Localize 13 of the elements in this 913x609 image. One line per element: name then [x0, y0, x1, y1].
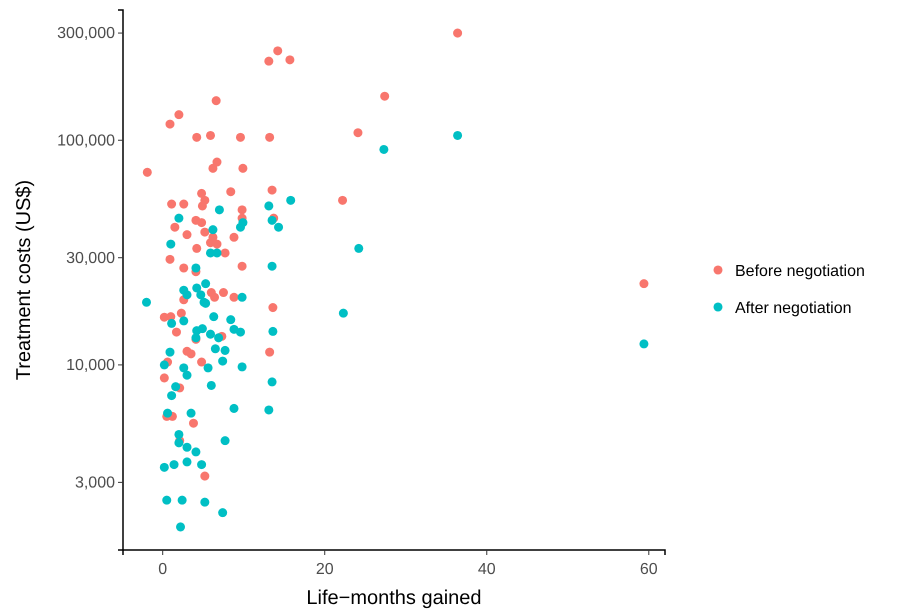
y-tick-label: 100,000 [57, 132, 116, 150]
x-tick-label: 0 [158, 561, 168, 578]
y-tick-label: 3,000 [74, 474, 116, 492]
y-tick-label: 300,000 [57, 25, 116, 42]
x-tick-label: 20 [316, 561, 334, 578]
legend-label: After negotiation [735, 300, 852, 317]
legend-label: Before negotiation [735, 263, 865, 280]
x-tick-label: 60 [640, 561, 658, 578]
y-axis-title: Treatment costs (US$) [13, 180, 35, 380]
y-tick-label: 30,000 [66, 250, 116, 267]
y-tick-label: 10,000 [66, 357, 116, 374]
x-tick-label: 40 [478, 561, 496, 578]
x-axis-title: Life−months gained [306, 587, 482, 609]
